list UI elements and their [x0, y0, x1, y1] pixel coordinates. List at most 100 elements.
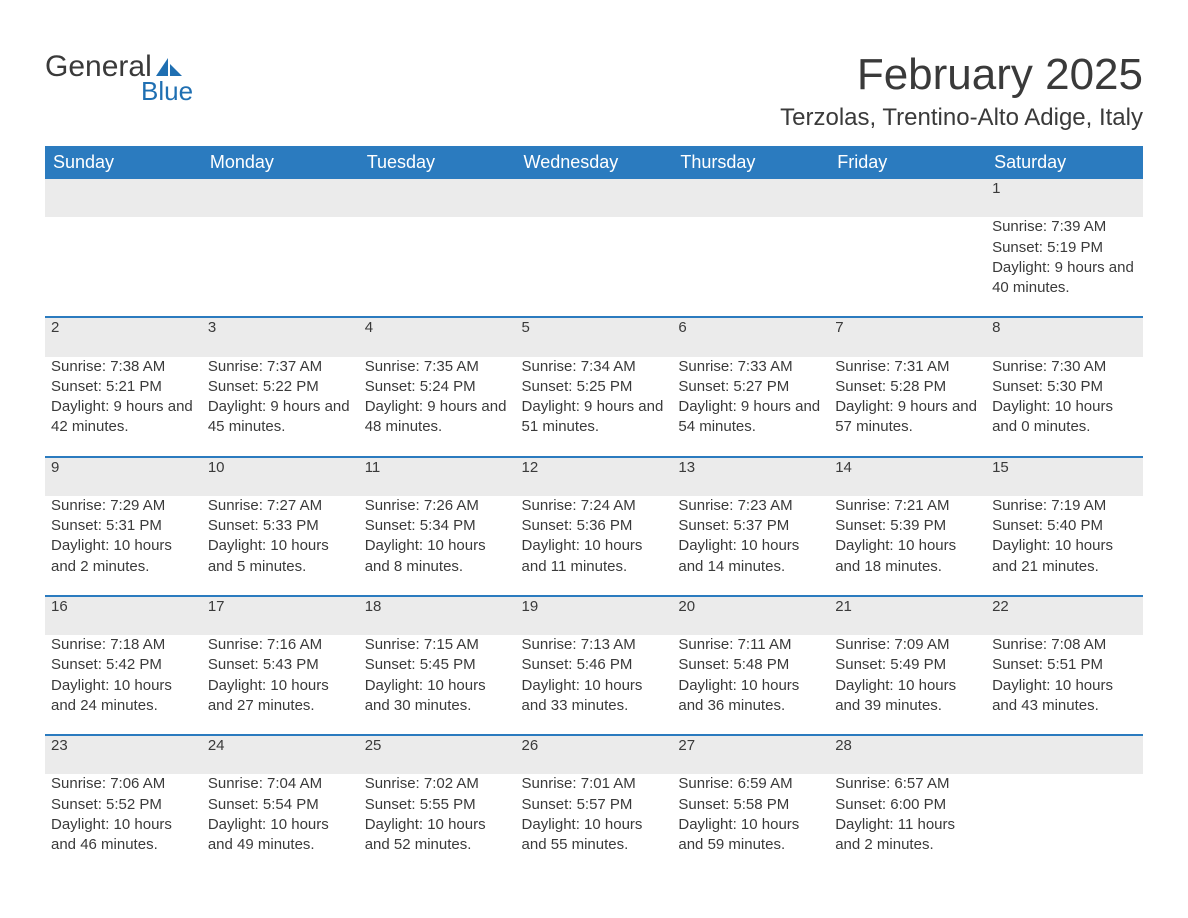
sunset-text: Sunset: 5:22 PM — [208, 377, 353, 397]
sunset-text: Sunset: 5:48 PM — [678, 655, 823, 675]
day-number-cell: 10 — [202, 457, 359, 496]
day-detail-cell — [986, 774, 1143, 873]
weekday-header: Monday — [202, 146, 359, 179]
day-detail-cell: Sunrise: 7:04 AMSunset: 5:54 PMDaylight:… — [202, 774, 359, 873]
day-number-cell: 13 — [672, 457, 829, 496]
day-detail-cell: Sunrise: 7:30 AMSunset: 5:30 PMDaylight:… — [986, 357, 1143, 457]
sunrise-text: Sunrise: 7:24 AM — [522, 496, 667, 516]
daylight-text: Daylight: 10 hours and 33 minutes. — [522, 676, 667, 717]
day-number-cell: 27 — [672, 735, 829, 774]
sunrise-text: Sunrise: 7:06 AM — [51, 774, 196, 794]
sunset-text: Sunset: 5:24 PM — [365, 377, 510, 397]
sunrise-text: Sunrise: 7:01 AM — [522, 774, 667, 794]
daylight-text: Daylight: 10 hours and 43 minutes. — [992, 676, 1137, 717]
sunset-text: Sunset: 5:45 PM — [365, 655, 510, 675]
day-number-cell: 26 — [516, 735, 673, 774]
day-number-row: 9101112131415 — [45, 457, 1143, 496]
day-number-cell: 22 — [986, 596, 1143, 635]
day-number-cell: 21 — [829, 596, 986, 635]
sunrise-text: Sunrise: 7:30 AM — [992, 357, 1137, 377]
sunset-text: Sunset: 5:43 PM — [208, 655, 353, 675]
daylight-text: Daylight: 10 hours and 30 minutes. — [365, 676, 510, 717]
day-detail-cell: Sunrise: 7:21 AMSunset: 5:39 PMDaylight:… — [829, 496, 986, 596]
day-detail-cell: Sunrise: 7:35 AMSunset: 5:24 PMDaylight:… — [359, 357, 516, 457]
daylight-text: Daylight: 9 hours and 57 minutes. — [835, 397, 980, 438]
sunset-text: Sunset: 5:19 PM — [992, 238, 1137, 258]
day-detail-cell: Sunrise: 7:09 AMSunset: 5:49 PMDaylight:… — [829, 635, 986, 735]
day-detail-cell: Sunrise: 7:16 AMSunset: 5:43 PMDaylight:… — [202, 635, 359, 735]
day-detail-cell — [672, 217, 829, 317]
day-number-cell: 24 — [202, 735, 359, 774]
day-number-cell — [516, 179, 673, 217]
sunrise-text: Sunrise: 6:57 AM — [835, 774, 980, 794]
sunset-text: Sunset: 5:58 PM — [678, 795, 823, 815]
day-detail-cell: Sunrise: 7:01 AMSunset: 5:57 PMDaylight:… — [516, 774, 673, 873]
sunset-text: Sunset: 5:49 PM — [835, 655, 980, 675]
day-detail-row: Sunrise: 7:18 AMSunset: 5:42 PMDaylight:… — [45, 635, 1143, 735]
sunrise-text: Sunrise: 7:38 AM — [51, 357, 196, 377]
sunset-text: Sunset: 5:21 PM — [51, 377, 196, 397]
day-number-cell: 25 — [359, 735, 516, 774]
sunset-text: Sunset: 5:27 PM — [678, 377, 823, 397]
day-number-cell: 4 — [359, 317, 516, 356]
day-number-cell: 9 — [45, 457, 202, 496]
day-detail-cell: Sunrise: 7:23 AMSunset: 5:37 PMDaylight:… — [672, 496, 829, 596]
day-detail-cell: Sunrise: 7:24 AMSunset: 5:36 PMDaylight:… — [516, 496, 673, 596]
day-number-cell: 15 — [986, 457, 1143, 496]
sunset-text: Sunset: 5:46 PM — [522, 655, 667, 675]
day-number-row: 232425262728 — [45, 735, 1143, 774]
daylight-text: Daylight: 10 hours and 5 minutes. — [208, 536, 353, 577]
daylight-text: Daylight: 9 hours and 48 minutes. — [365, 397, 510, 438]
logo: General Blue — [45, 50, 193, 107]
day-detail-cell: Sunrise: 7:33 AMSunset: 5:27 PMDaylight:… — [672, 357, 829, 457]
sunset-text: Sunset: 5:57 PM — [522, 795, 667, 815]
sunset-text: Sunset: 5:36 PM — [522, 516, 667, 536]
sunrise-text: Sunrise: 7:02 AM — [365, 774, 510, 794]
daylight-text: Daylight: 9 hours and 51 minutes. — [522, 397, 667, 438]
day-number-cell: 23 — [45, 735, 202, 774]
sunrise-text: Sunrise: 7:31 AM — [835, 357, 980, 377]
day-detail-cell — [202, 217, 359, 317]
day-detail-cell: Sunrise: 7:15 AMSunset: 5:45 PMDaylight:… — [359, 635, 516, 735]
day-number-cell: 1 — [986, 179, 1143, 217]
sunset-text: Sunset: 5:51 PM — [992, 655, 1137, 675]
day-number-cell: 6 — [672, 317, 829, 356]
sunrise-text: Sunrise: 7:08 AM — [992, 635, 1137, 655]
daylight-text: Daylight: 11 hours and 2 minutes. — [835, 815, 980, 856]
sunrise-text: Sunrise: 7:33 AM — [678, 357, 823, 377]
sunset-text: Sunset: 5:34 PM — [365, 516, 510, 536]
sunrise-text: Sunrise: 7:04 AM — [208, 774, 353, 794]
daylight-text: Daylight: 10 hours and 21 minutes. — [992, 536, 1137, 577]
sunrise-text: Sunrise: 7:18 AM — [51, 635, 196, 655]
sunrise-text: Sunrise: 7:19 AM — [992, 496, 1137, 516]
logo-word-blue: Blue — [141, 76, 193, 107]
weekday-header: Tuesday — [359, 146, 516, 179]
day-detail-row: Sunrise: 7:29 AMSunset: 5:31 PMDaylight:… — [45, 496, 1143, 596]
sunset-text: Sunset: 5:30 PM — [992, 377, 1137, 397]
day-number-row: 1 — [45, 179, 1143, 217]
day-detail-row: Sunrise: 7:39 AMSunset: 5:19 PMDaylight:… — [45, 217, 1143, 317]
daylight-text: Daylight: 10 hours and 27 minutes. — [208, 676, 353, 717]
daylight-text: Daylight: 10 hours and 24 minutes. — [51, 676, 196, 717]
day-number-cell: 2 — [45, 317, 202, 356]
sunrise-text: Sunrise: 7:39 AM — [992, 217, 1137, 237]
sunset-text: Sunset: 5:55 PM — [365, 795, 510, 815]
weekday-header: Sunday — [45, 146, 202, 179]
sunrise-text: Sunrise: 7:21 AM — [835, 496, 980, 516]
day-detail-cell: Sunrise: 7:39 AMSunset: 5:19 PMDaylight:… — [986, 217, 1143, 317]
day-detail-cell: Sunrise: 7:38 AMSunset: 5:21 PMDaylight:… — [45, 357, 202, 457]
title-block: February 2025 Terzolas, Trentino-Alto Ad… — [780, 50, 1143, 132]
sunset-text: Sunset: 6:00 PM — [835, 795, 980, 815]
day-number-row: 2345678 — [45, 317, 1143, 356]
header: General Blue February 2025 Terzolas, Tre… — [45, 50, 1143, 132]
day-number-cell — [986, 735, 1143, 774]
weekday-header: Wednesday — [516, 146, 673, 179]
sunrise-text: Sunrise: 7:09 AM — [835, 635, 980, 655]
day-detail-cell: Sunrise: 7:29 AMSunset: 5:31 PMDaylight:… — [45, 496, 202, 596]
daylight-text: Daylight: 9 hours and 42 minutes. — [51, 397, 196, 438]
day-number-row: 16171819202122 — [45, 596, 1143, 635]
logo-word-general: General — [45, 50, 152, 84]
daylight-text: Daylight: 9 hours and 40 minutes. — [992, 258, 1137, 299]
daylight-text: Daylight: 10 hours and 18 minutes. — [835, 536, 980, 577]
sunrise-text: Sunrise: 6:59 AM — [678, 774, 823, 794]
